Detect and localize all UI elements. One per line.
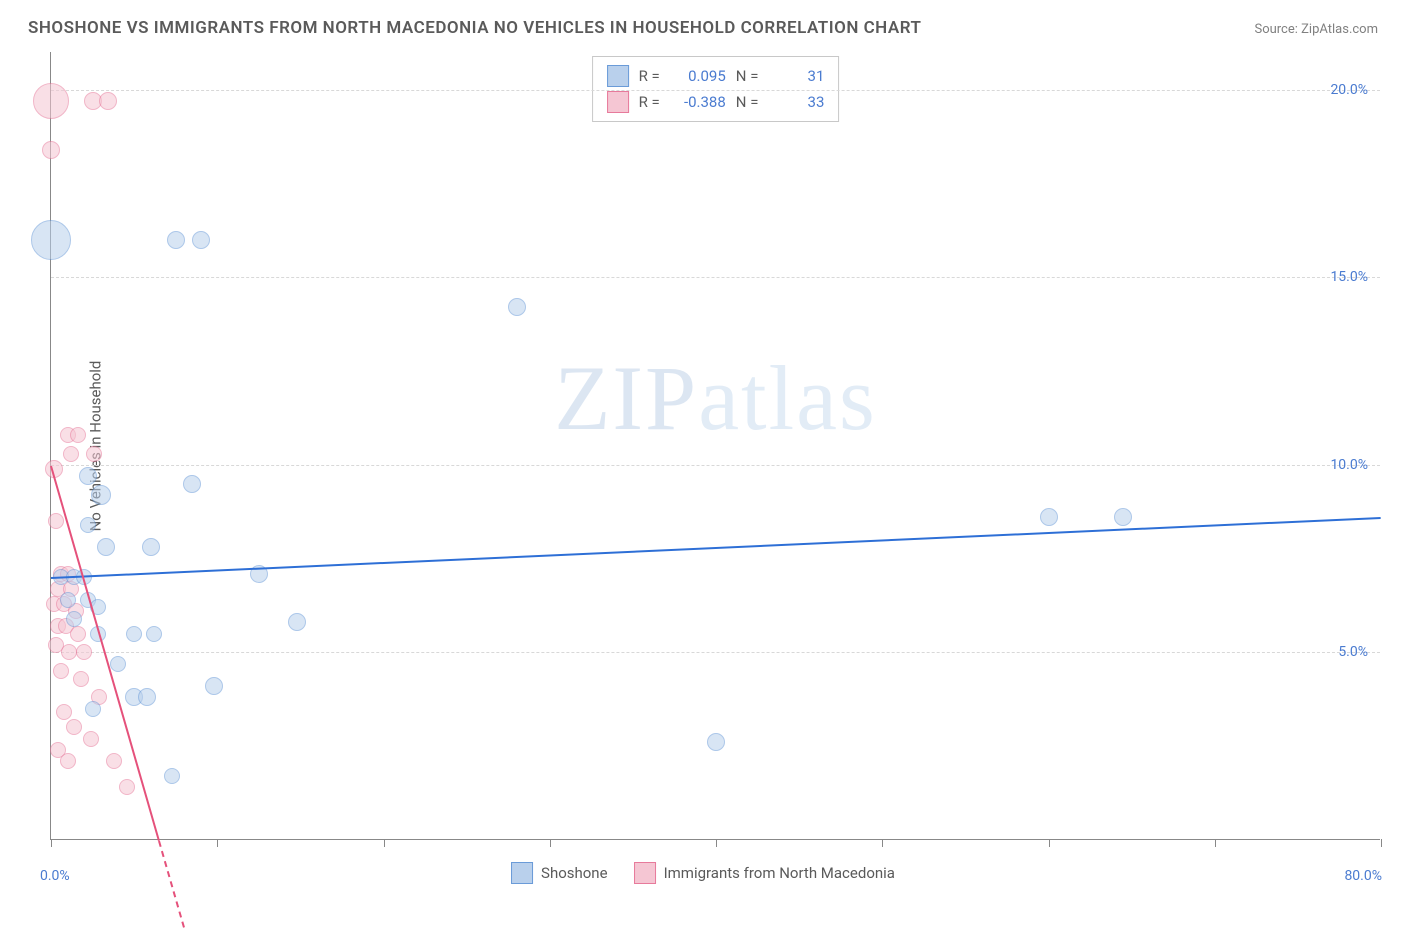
data-point	[33, 83, 69, 119]
watermark: ZIPatlas	[554, 345, 877, 451]
data-point	[205, 677, 223, 695]
y-tick-label: 15.0%	[1330, 269, 1368, 285]
x-tick	[217, 839, 218, 847]
data-point	[126, 626, 142, 642]
x-tick	[384, 839, 385, 847]
data-point	[76, 644, 92, 660]
y-tick-label: 10.0%	[1330, 457, 1368, 473]
data-point	[85, 701, 101, 717]
data-point	[91, 485, 111, 505]
gridline	[51, 90, 1380, 91]
data-point	[164, 768, 180, 784]
data-point	[63, 446, 79, 462]
stats-row: R = 0.095 N = 31	[607, 63, 825, 89]
data-point	[86, 446, 102, 462]
swatch-blue	[607, 65, 629, 87]
data-point	[192, 231, 210, 249]
plot-area: ZIPatlas R = 0.095 N = 31 R = -0.388 N =…	[50, 52, 1380, 840]
chart-title: SHOSHONE VS IMMIGRANTS FROM NORTH MACEDO…	[28, 18, 921, 38]
swatch-pink	[634, 862, 656, 884]
data-point	[142, 538, 160, 556]
legend-item: Immigrants from North Macedonia	[634, 862, 895, 884]
data-point	[56, 704, 72, 720]
r-value: 0.095	[670, 67, 726, 85]
data-point	[1040, 508, 1058, 526]
data-point	[61, 644, 77, 660]
n-value: 31	[768, 67, 824, 85]
data-point	[70, 626, 86, 642]
data-point	[31, 220, 71, 260]
stats-row: R = -0.388 N = 33	[607, 89, 825, 115]
x-tick	[882, 839, 883, 847]
gridline	[51, 465, 1380, 466]
data-point	[53, 663, 69, 679]
trend-line	[158, 841, 185, 928]
data-point	[707, 733, 725, 751]
legend-label: Shoshone	[541, 864, 608, 882]
source-attribution: Source: ZipAtlas.com	[1254, 22, 1378, 37]
data-point	[66, 611, 82, 627]
x-tick	[550, 839, 551, 847]
x-tick	[51, 839, 52, 847]
r-label: R =	[639, 67, 660, 85]
legend-item: Shoshone	[511, 862, 608, 884]
n-value: 33	[768, 93, 824, 111]
r-value: -0.388	[670, 93, 726, 111]
y-tick-label: 5.0%	[1338, 644, 1368, 660]
gridline	[51, 277, 1380, 278]
data-point	[48, 513, 64, 529]
x-tick	[716, 839, 717, 847]
data-point	[146, 626, 162, 642]
data-point	[1114, 508, 1132, 526]
data-point	[60, 753, 76, 769]
data-point	[42, 141, 60, 159]
watermark-part1: ZIP	[554, 347, 698, 449]
data-point	[99, 92, 117, 110]
data-point	[110, 656, 126, 672]
r-label: R =	[639, 93, 660, 111]
data-point	[138, 688, 156, 706]
data-point	[73, 671, 89, 687]
n-label: N =	[736, 67, 759, 85]
data-point	[288, 613, 306, 631]
swatch-blue	[511, 862, 533, 884]
data-point	[66, 719, 82, 735]
x-tick	[1381, 839, 1382, 847]
x-tick	[1049, 839, 1050, 847]
y-tick-label: 20.0%	[1330, 82, 1368, 98]
data-point	[70, 427, 86, 443]
data-point	[60, 592, 76, 608]
bottom-legend: Shoshone Immigrants from North Macedonia	[511, 862, 895, 884]
data-point	[119, 779, 135, 795]
data-point	[183, 475, 201, 493]
data-point	[79, 467, 97, 485]
x-tick	[1215, 839, 1216, 847]
data-point	[167, 231, 185, 249]
x-axis-max-label: 80.0%	[1344, 868, 1382, 884]
legend-label: Immigrants from North Macedonia	[664, 864, 895, 882]
data-point	[97, 538, 115, 556]
x-axis-min-label: 0.0%	[40, 868, 70, 884]
data-point	[80, 517, 96, 533]
n-label: N =	[736, 93, 759, 111]
data-point	[83, 731, 99, 747]
data-point	[508, 298, 526, 316]
swatch-pink	[607, 91, 629, 113]
watermark-part2: atlas	[698, 347, 877, 449]
gridline	[51, 652, 1380, 653]
data-point	[106, 753, 122, 769]
